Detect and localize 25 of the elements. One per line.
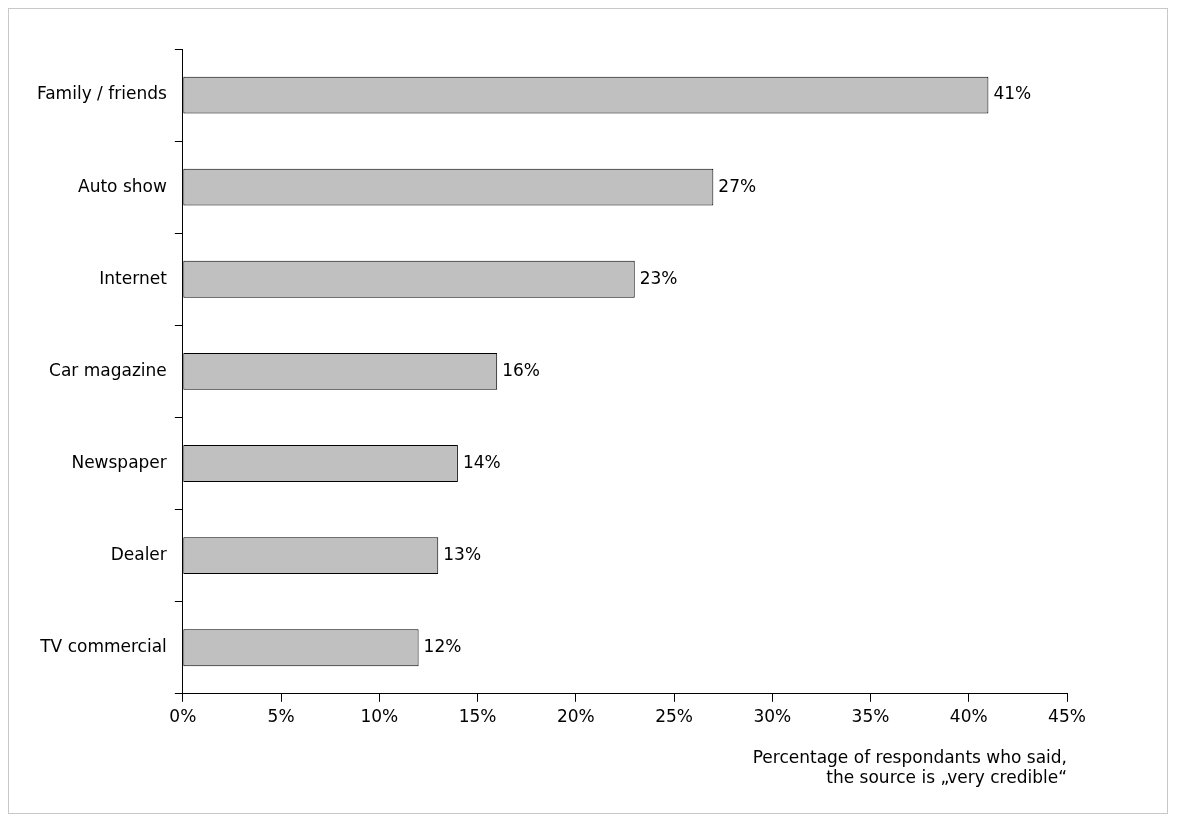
x-tick-label: 25% bbox=[655, 706, 693, 727]
y-tick-label: Auto show bbox=[78, 175, 167, 196]
data-label: 12% bbox=[423, 636, 462, 657]
y-tick-label: Dealer bbox=[110, 544, 167, 565]
x-tick-label: 35% bbox=[851, 706, 890, 727]
x-axis-title: Percentage of respondants who said, the source is „very credible“ bbox=[752, 746, 1067, 788]
data-label: 23% bbox=[639, 267, 678, 288]
x-tick-label: 40% bbox=[949, 706, 988, 727]
y-tick-label: Family / friends bbox=[36, 83, 167, 104]
x-tick-label: 20% bbox=[556, 706, 595, 727]
y-tick-label: TV commercial bbox=[39, 636, 167, 657]
x-tick-label: 30% bbox=[753, 706, 792, 727]
x-tick-label: 5% bbox=[267, 706, 295, 727]
x-tick-label: 15% bbox=[458, 706, 497, 727]
y-tick-label: Internet bbox=[99, 267, 168, 288]
y-tick-label: Car magazine bbox=[49, 359, 167, 380]
data-label: 13% bbox=[443, 544, 482, 565]
data-label: 41% bbox=[993, 83, 1032, 104]
data-label: 14% bbox=[462, 451, 501, 472]
x-tick-label: 0% bbox=[169, 706, 197, 727]
x-tick-label: 45% bbox=[1048, 706, 1086, 727]
y-tick-label: Newspaper bbox=[71, 451, 167, 472]
data-label: 27% bbox=[718, 175, 757, 196]
data-label: 16% bbox=[502, 359, 540, 380]
x-tick-label: 10% bbox=[360, 706, 399, 727]
